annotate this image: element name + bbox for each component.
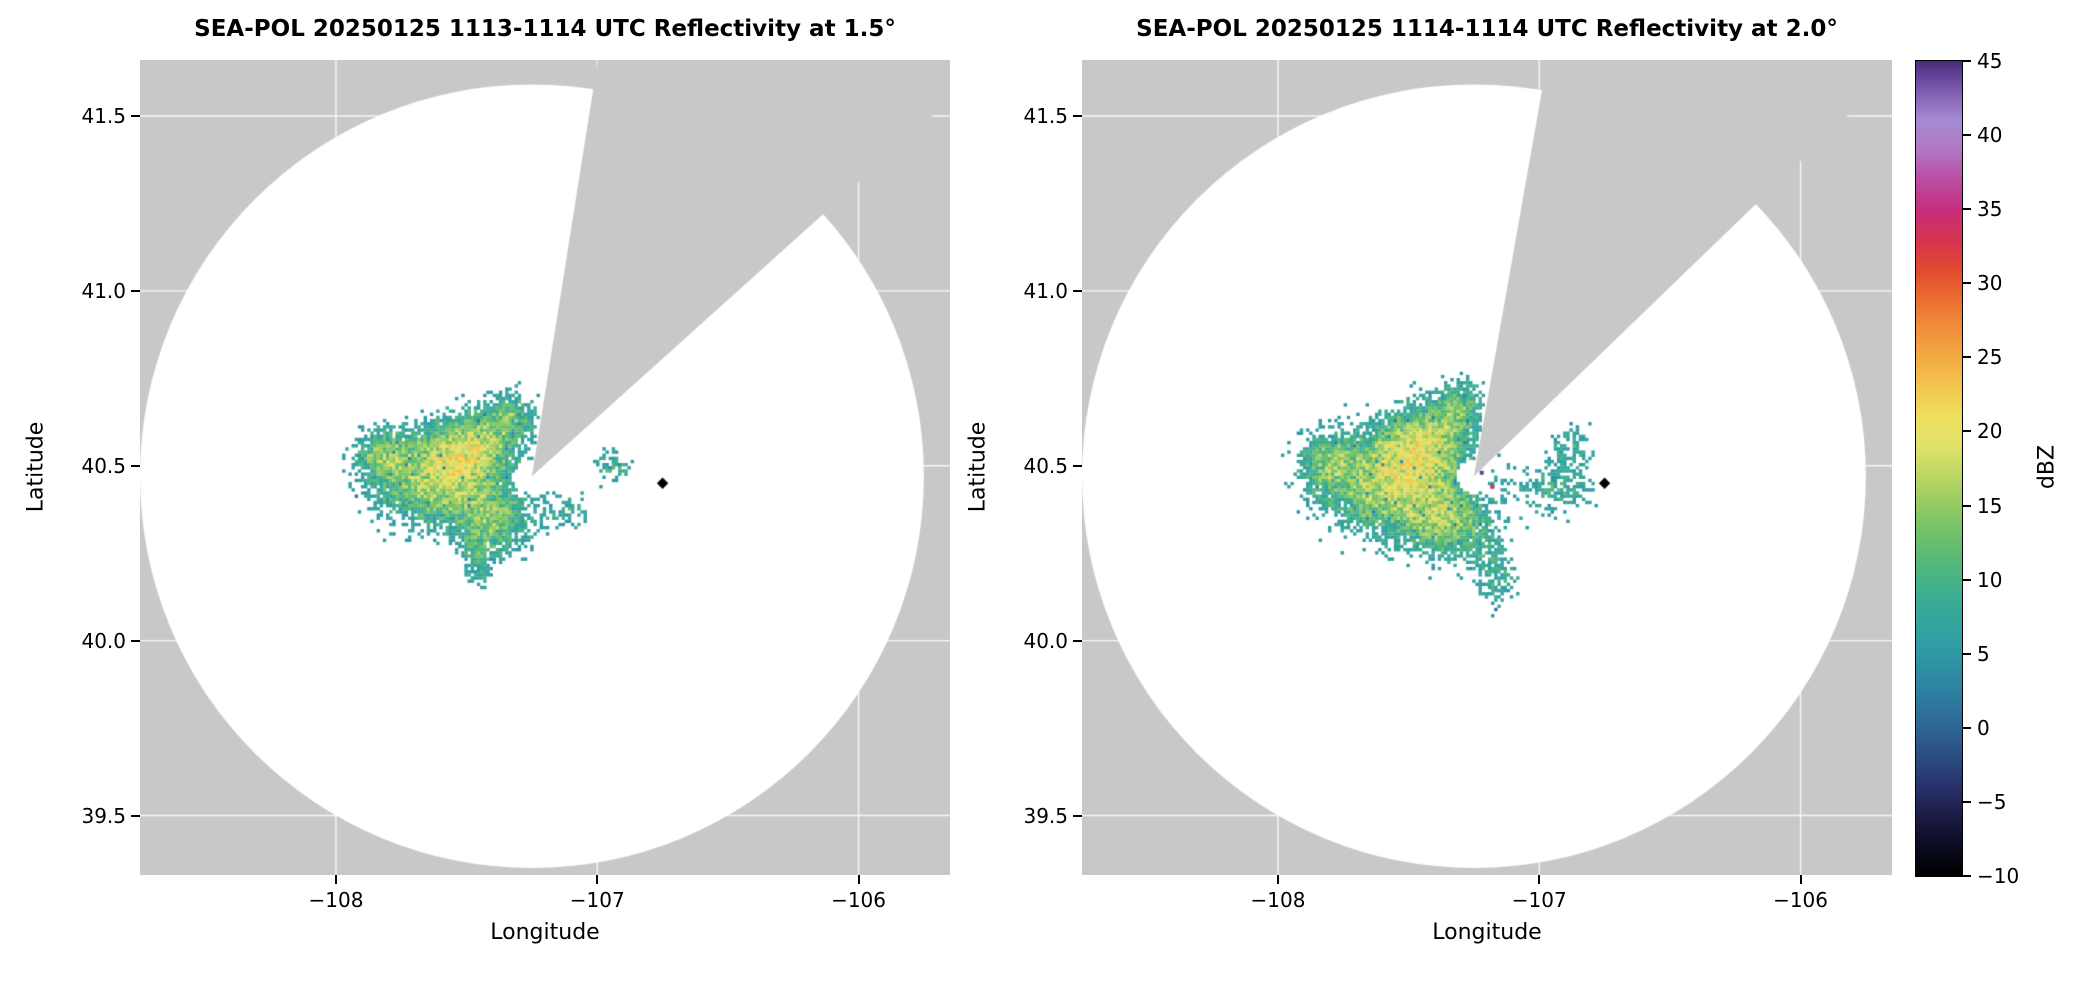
colorbar-tick-mark bbox=[1963, 134, 1971, 137]
y-tick-label: 39.5 bbox=[81, 803, 126, 828]
colorbar-tick-mark bbox=[1963, 652, 1971, 655]
radar-ppi-plot bbox=[1082, 60, 1892, 875]
x-tick-label: −108 bbox=[308, 888, 364, 912]
x-tick-label: −106 bbox=[831, 888, 887, 912]
y-tick-mark bbox=[131, 814, 140, 817]
colorbar-tick-label: 20 bbox=[1977, 419, 2003, 444]
colorbar-tick-mark bbox=[1963, 430, 1971, 433]
y-tick-mark bbox=[131, 464, 140, 467]
colorbar-tick-label: 40 bbox=[1977, 123, 2003, 148]
y-tick-mark bbox=[1073, 814, 1082, 817]
y-tick-label: 40.0 bbox=[81, 628, 126, 653]
y-tick-label: 40.5 bbox=[81, 453, 126, 478]
radar-panel-right: SEA-POL 20250125 1114-1114 UTC Reflectiv… bbox=[966, 16, 1892, 945]
y-tick-label: 40.5 bbox=[1023, 453, 1068, 478]
colorbar-tick-label: 5 bbox=[1977, 641, 1990, 666]
y-tick-label: 40.0 bbox=[1023, 628, 1068, 653]
colorbar-tick-label: 25 bbox=[1977, 345, 2003, 370]
colorbar-gradient bbox=[1915, 60, 1963, 877]
y-tick-mark bbox=[1073, 639, 1082, 642]
y-tick-label: 41.5 bbox=[1023, 103, 1068, 128]
y-axis-label: Latitude bbox=[23, 421, 49, 513]
x-tick-label: −107 bbox=[569, 888, 625, 912]
colorbar-tick-mark bbox=[1963, 282, 1971, 285]
radar-panel-left: SEA-POL 20250125 1113-1114 UTC Reflectiv… bbox=[24, 16, 950, 945]
x-tick-mark bbox=[1276, 875, 1279, 884]
x-tick-mark bbox=[596, 875, 599, 884]
y-tick-mark bbox=[1073, 114, 1082, 117]
x-tick-label: −108 bbox=[1250, 888, 1306, 912]
colorbar-tick-mark bbox=[1963, 578, 1971, 581]
colorbar-tick-mark bbox=[1963, 504, 1971, 507]
colorbar-tick-mark bbox=[1963, 356, 1971, 359]
colorbar-tick-label: 10 bbox=[1977, 567, 2003, 592]
colorbar-tick-mark bbox=[1963, 208, 1971, 211]
y-tick-label: 41.0 bbox=[1023, 278, 1068, 303]
x-tick-mark bbox=[1799, 875, 1802, 884]
colorbar-tick-label: −10 bbox=[1977, 864, 2020, 888]
x-tick-label: −107 bbox=[1511, 888, 1567, 912]
y-tick-mark bbox=[1073, 289, 1082, 292]
colorbar-tick-mark bbox=[1963, 60, 1971, 62]
colorbar: dBZ 45 40 35 30 25 20 15 10 5 0 −5 −10 bbox=[1915, 49, 2095, 888]
y-tick-label: 41.5 bbox=[81, 103, 126, 128]
colorbar-tick-mark bbox=[1963, 875, 1971, 877]
panel-title: SEA-POL 20250125 1113-1114 UTC Reflectiv… bbox=[194, 16, 896, 42]
y-tick-mark bbox=[131, 639, 140, 642]
colorbar-tick-label: −5 bbox=[1977, 789, 2007, 814]
y-tick-mark bbox=[131, 289, 140, 292]
y-tick-label: 39.5 bbox=[1023, 803, 1068, 828]
panel-title: SEA-POL 20250125 1114-1114 UTC Reflectiv… bbox=[1136, 16, 1838, 42]
radar-ppi-plot bbox=[140, 60, 950, 875]
x-axis-label: Longitude bbox=[490, 920, 600, 945]
y-tick-label: 41.0 bbox=[81, 278, 126, 303]
y-tick-mark bbox=[131, 114, 140, 117]
x-tick-mark bbox=[857, 875, 860, 884]
x-axis-label: Longitude bbox=[1432, 920, 1542, 945]
x-tick-label: −106 bbox=[1773, 888, 1829, 912]
y-tick-mark bbox=[1073, 464, 1082, 467]
colorbar-tick-mark bbox=[1963, 726, 1971, 729]
colorbar-tick-mark bbox=[1963, 800, 1971, 803]
colorbar-tick-label: 30 bbox=[1977, 271, 2003, 296]
colorbar-tick-label: 15 bbox=[1977, 493, 2003, 518]
colorbar-tick-label: 45 bbox=[1977, 49, 2003, 73]
colorbar-tick-label: 0 bbox=[1977, 715, 1990, 740]
x-tick-mark bbox=[334, 875, 337, 884]
y-axis-label: Latitude bbox=[965, 421, 991, 513]
colorbar-label: dBZ bbox=[2034, 444, 2060, 490]
colorbar-tick-label: 35 bbox=[1977, 197, 2003, 222]
x-tick-mark bbox=[1538, 875, 1541, 884]
